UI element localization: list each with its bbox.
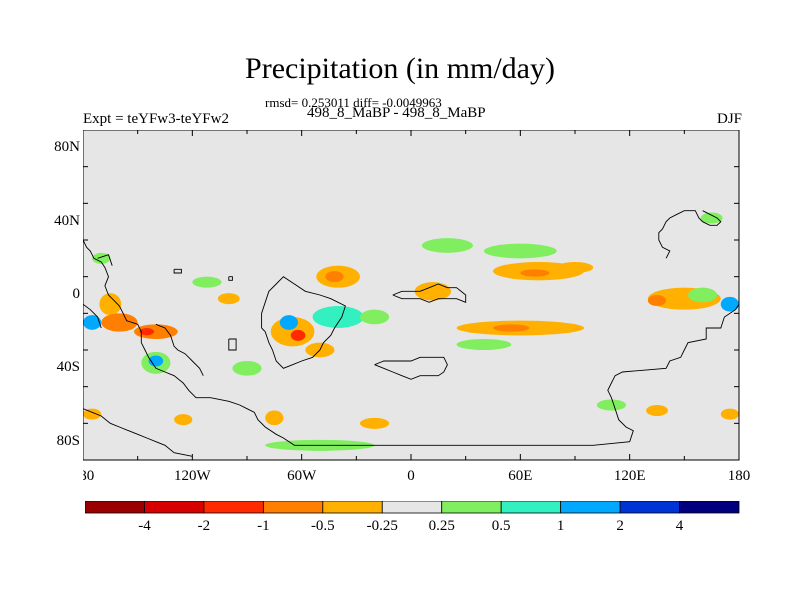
x-tick-label: 60E [508,468,532,484]
anomaly-patch [174,414,193,426]
x-tick-label: 180 [83,468,94,484]
colorbar-swatch [381,501,443,514]
anomaly-patch [700,212,723,224]
y-tick-label: 0 [72,286,81,302]
anomaly-patch [720,408,740,420]
coastline [228,276,233,281]
anomaly-patch [493,324,530,332]
case-label: 498_8_MaBP - 498_8_MaBP [307,105,486,121]
anomaly-patch [720,296,740,312]
x-tick-label: 120W [174,468,212,484]
coastline [392,283,467,303]
anomaly-patch [312,306,364,328]
anomaly-patch [456,339,512,350]
y-tick-label: 80S [56,432,80,449]
colorbar-level-label: -0.5 [310,518,335,534]
anomaly-patch [359,309,390,325]
coastline [261,276,346,369]
x-tick-label: 60W [287,468,317,484]
anomaly-patch [265,410,284,426]
coastline [155,323,204,376]
anomaly-patch [83,408,102,420]
anomaly-patch [217,293,240,305]
anomaly-patch [279,315,299,330]
colorbar-swatch [262,501,324,514]
anomaly-patch [134,324,178,339]
anomaly-patch [192,276,222,288]
coastline [374,356,448,380]
axis-ticks: 180 120W 60W 0 60E 120E 180 [83,130,750,484]
colorbar-level-label: 1 [556,518,565,534]
anomaly-patch [596,399,627,411]
plot-title: Precipitation (in mm/day) [245,52,555,85]
colorbar [85,501,740,514]
precipitation-map: 180 120W 60W 0 60E 120E 180 [83,130,750,484]
coastline [83,239,740,446]
anomaly-patch [232,361,262,376]
coastline [658,210,722,259]
colorbar-swatch [441,501,502,514]
colorbar-swatch [679,501,740,514]
anomaly-patch [646,405,668,416]
anomaly-patch [359,417,390,429]
anomaly-patch [325,271,344,283]
anomaly-patch [556,262,594,273]
anomaly-patch [687,287,718,303]
map-background [83,130,739,460]
colorbar-level-label: 4 [675,518,684,534]
colorbar-level-label: -0.25 [366,518,398,534]
y-tick-label: 40S [56,359,80,376]
colorbar-swatch [203,501,264,514]
stats-line: rmsd= 0.253011 diff= -0.0049963 [265,95,442,110]
colorbar-swatch [560,501,621,514]
colorbar-level-label: -2 [197,518,211,534]
coastline [228,338,237,351]
experiment-label: Expt = teYFw3-teYFw2 [83,111,229,127]
x-tick-label: 0 [407,468,415,484]
anomaly-patch [99,293,122,316]
coastline [173,268,182,274]
colorbar-swatch [322,501,383,514]
season-label: DJF [716,111,742,127]
coastline [97,254,113,266]
x-tick-label: 180 [728,468,751,484]
colorbar-level-label: 0.25 [428,518,455,534]
y-tick-label: 40N [54,212,80,229]
colorbar-level-label: -4 [138,518,151,534]
anomaly-patch [139,328,155,336]
anomaly-patch [647,295,667,306]
anomaly-patches [83,212,740,451]
anomaly-patch [83,315,102,330]
anomaly-patch [148,355,164,367]
colorbar-swatch [144,501,205,514]
anomaly-patch [101,313,138,332]
x-tick-label: 120E [614,468,646,484]
coastlines [83,210,740,457]
anomaly-patch [520,269,550,277]
coastline [83,408,193,457]
y-tick-label: 80N [54,139,80,156]
colorbar-level-label: 0.5 [491,518,511,534]
colorbar-swatch [85,501,145,514]
colorbar-level-label: 2 [616,518,624,534]
anomaly-patch [483,243,557,259]
anomaly-patch [414,282,452,301]
anomaly-patch [290,329,306,341]
colorbar-swatch [500,501,562,514]
anomaly-patch [421,238,473,253]
colorbar-swatch [619,501,680,514]
colorbar-level-label: -1 [257,518,270,534]
coastline [83,303,102,329]
